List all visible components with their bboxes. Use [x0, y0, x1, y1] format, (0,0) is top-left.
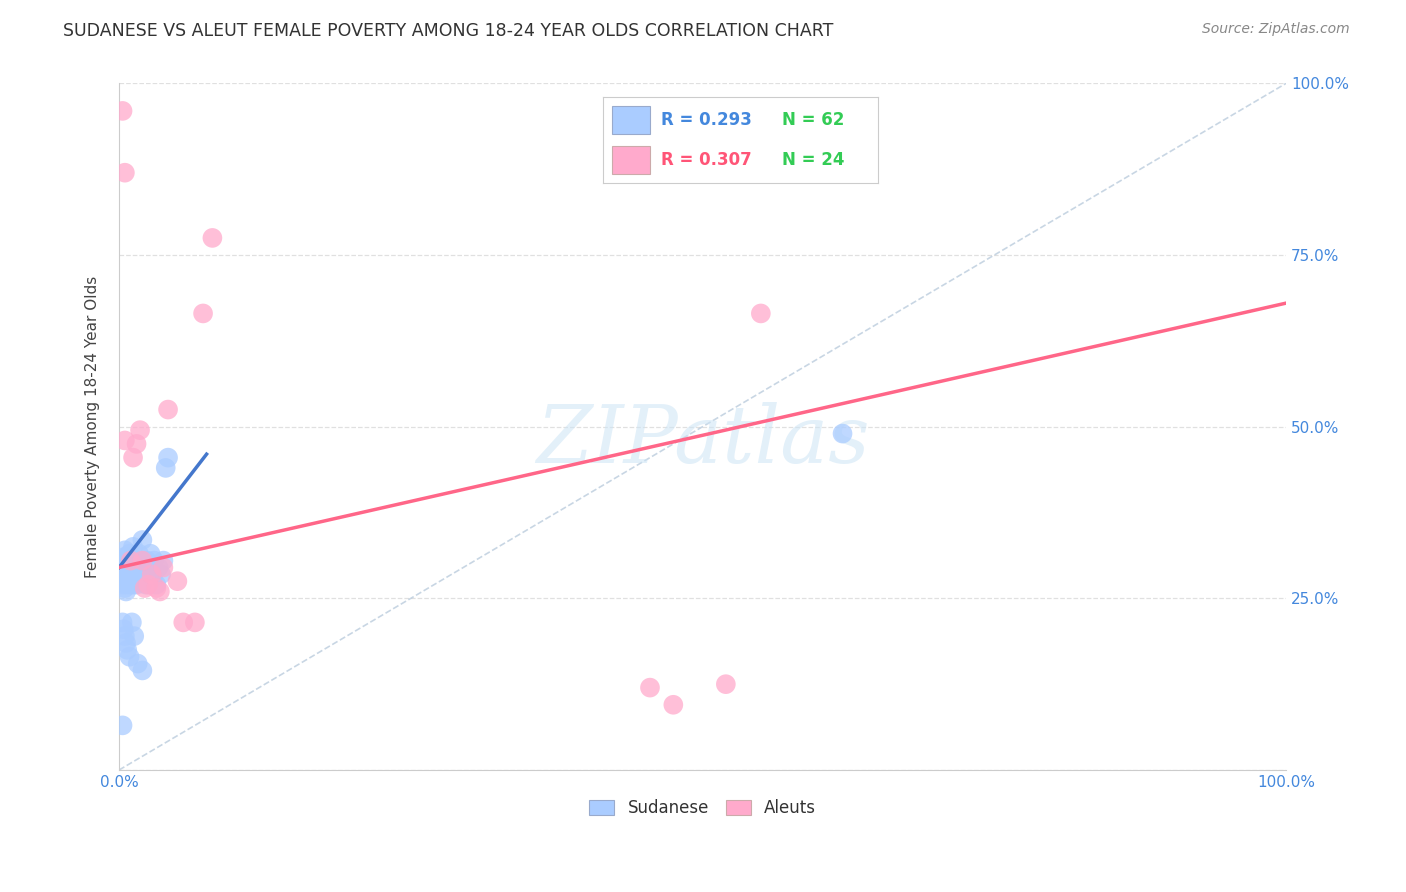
- Point: [132, 571, 155, 585]
- Point: [134, 581, 156, 595]
- Point: [114, 581, 136, 595]
- Point: [184, 615, 207, 630]
- Point: [749, 306, 772, 320]
- Point: [136, 553, 159, 567]
- Point: [111, 571, 134, 585]
- Point: [662, 698, 685, 712]
- Point: [131, 533, 153, 547]
- Point: [112, 550, 135, 565]
- Point: [118, 571, 141, 585]
- Point: [120, 564, 142, 578]
- Point: [122, 564, 145, 578]
- Point: [129, 564, 152, 578]
- Point: [121, 560, 143, 574]
- Point: [135, 577, 157, 591]
- Point: [142, 571, 165, 585]
- Point: [141, 560, 163, 574]
- Point: [131, 553, 153, 567]
- Point: [129, 571, 152, 585]
- Point: [118, 547, 141, 561]
- Point: [138, 574, 160, 589]
- Point: [152, 560, 174, 574]
- Point: [115, 557, 138, 571]
- Point: [134, 560, 156, 574]
- Point: [122, 577, 145, 591]
- Point: [121, 571, 143, 585]
- Point: [157, 402, 180, 417]
- Point: [111, 718, 134, 732]
- Point: [155, 461, 177, 475]
- Point: [118, 649, 141, 664]
- Point: [139, 547, 162, 561]
- Point: [115, 550, 138, 565]
- Text: ZIPatlas: ZIPatlas: [536, 401, 869, 479]
- Point: [115, 567, 138, 582]
- Point: [191, 306, 214, 320]
- Point: [111, 574, 134, 589]
- Point: [120, 553, 142, 567]
- Point: [120, 553, 142, 567]
- Point: [117, 557, 139, 571]
- Point: [115, 643, 138, 657]
- Text: Source: ZipAtlas.com: Source: ZipAtlas.com: [1202, 22, 1350, 37]
- Point: [148, 560, 170, 574]
- Point: [112, 622, 135, 636]
- Y-axis label: Female Poverty Among 18-24 Year Olds: Female Poverty Among 18-24 Year Olds: [86, 276, 100, 578]
- Point: [111, 615, 134, 630]
- Point: [114, 571, 136, 585]
- Point: [141, 567, 163, 582]
- Point: [125, 577, 148, 591]
- Point: [122, 553, 145, 567]
- Point: [125, 437, 148, 451]
- Point: [166, 574, 188, 589]
- Point: [112, 577, 135, 591]
- Point: [127, 657, 149, 671]
- Point: [145, 581, 167, 595]
- Point: [122, 450, 145, 465]
- Point: [136, 567, 159, 582]
- Point: [128, 547, 150, 561]
- Point: [114, 543, 136, 558]
- Point: [714, 677, 737, 691]
- Point: [201, 231, 224, 245]
- Point: [157, 450, 180, 465]
- Point: [117, 577, 139, 591]
- Point: [131, 664, 153, 678]
- Point: [115, 584, 138, 599]
- Point: [172, 615, 194, 630]
- Point: [111, 564, 134, 578]
- Point: [129, 553, 152, 567]
- Point: [110, 560, 132, 574]
- Point: [127, 567, 149, 582]
- Point: [122, 629, 145, 643]
- Point: [149, 584, 172, 599]
- Point: [114, 166, 136, 180]
- Point: [143, 553, 166, 567]
- Point: [125, 560, 148, 574]
- Point: [114, 629, 136, 643]
- Point: [115, 636, 138, 650]
- Point: [122, 540, 145, 554]
- Legend: Sudanese, Aleuts: Sudanese, Aleuts: [582, 792, 823, 823]
- Point: [150, 567, 173, 582]
- Text: SUDANESE VS ALEUT FEMALE POVERTY AMONG 18-24 YEAR OLDS CORRELATION CHART: SUDANESE VS ALEUT FEMALE POVERTY AMONG 1…: [63, 22, 834, 40]
- Point: [124, 571, 146, 585]
- Point: [145, 577, 167, 591]
- Point: [129, 423, 152, 437]
- Point: [638, 681, 661, 695]
- Point: [152, 553, 174, 567]
- Point: [831, 426, 853, 441]
- Point: [114, 434, 136, 448]
- Point: [111, 103, 134, 118]
- Point: [121, 615, 143, 630]
- Point: [136, 577, 159, 591]
